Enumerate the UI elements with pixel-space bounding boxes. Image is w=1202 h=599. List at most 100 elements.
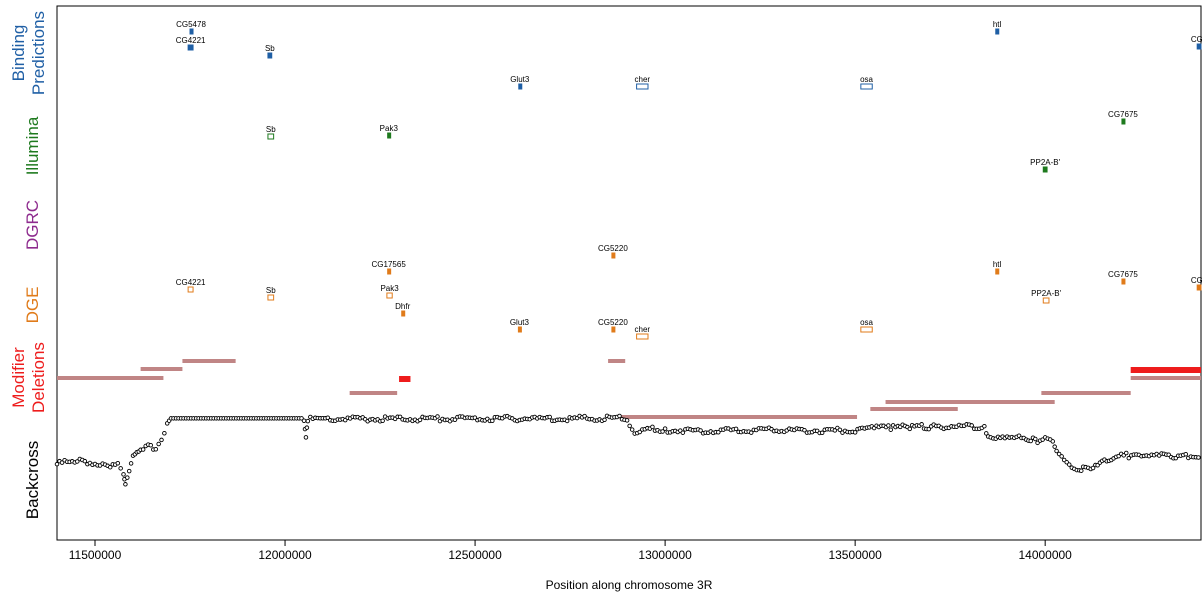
gene-mark bbox=[387, 132, 392, 139]
backcross-point bbox=[153, 446, 159, 452]
gene-mark bbox=[189, 28, 194, 35]
gene-label: cher bbox=[635, 75, 651, 84]
gene-label: CG17565 bbox=[372, 260, 407, 269]
gene-label: osa bbox=[860, 75, 873, 84]
backcross-point bbox=[802, 427, 807, 433]
gene-label: CG5220 bbox=[598, 244, 628, 253]
backcross-point bbox=[662, 426, 668, 431]
gene-mark bbox=[386, 292, 393, 299]
gene-label: Glut3 bbox=[510, 318, 530, 327]
gene-label: CG7675 bbox=[1108, 110, 1138, 119]
x-tick-label: 12500000 bbox=[448, 548, 502, 562]
gene-label: cher bbox=[635, 325, 651, 334]
deletion-bar bbox=[182, 359, 236, 363]
gene-mark bbox=[1196, 284, 1202, 291]
backcross-point bbox=[819, 430, 825, 436]
track-label: DGRC bbox=[23, 200, 42, 250]
backcross-point bbox=[680, 430, 686, 435]
backcross-point bbox=[564, 418, 570, 424]
backcross-point bbox=[1079, 468, 1084, 473]
backcross-point bbox=[156, 441, 161, 447]
backcross-point bbox=[417, 417, 423, 423]
backcross-point bbox=[624, 418, 630, 423]
backcross-point bbox=[148, 443, 153, 448]
deletion-bar bbox=[140, 367, 183, 371]
backcross-point bbox=[1066, 462, 1072, 467]
backcross-point bbox=[1090, 465, 1096, 471]
backcross-point bbox=[716, 430, 721, 435]
backcross-point bbox=[452, 417, 458, 423]
backcross-point bbox=[733, 426, 739, 432]
backcross-point bbox=[1052, 444, 1057, 449]
gene-mark bbox=[995, 28, 1000, 35]
backcross-point bbox=[1033, 436, 1038, 442]
track-label: Backcross bbox=[23, 441, 42, 519]
modifier-deletion bbox=[399, 376, 411, 382]
backcross-point bbox=[888, 427, 894, 432]
backcross-point bbox=[1028, 438, 1033, 444]
backcross-point bbox=[852, 430, 858, 435]
backcross-point bbox=[629, 427, 635, 432]
backcross-point bbox=[969, 423, 974, 428]
gene-mark bbox=[267, 52, 273, 59]
gene-mark bbox=[860, 326, 873, 333]
gene-mark bbox=[636, 83, 649, 90]
gene-label: osa bbox=[860, 318, 873, 327]
x-axis-label: Position along chromosome 3R bbox=[546, 578, 713, 592]
backcross-point bbox=[123, 482, 128, 487]
gene-label: CG1 bbox=[1191, 35, 1202, 44]
backcross-point bbox=[121, 472, 126, 477]
backcross-point bbox=[435, 414, 440, 419]
gene-label: PP2A-B' bbox=[1031, 289, 1061, 298]
backcross-point bbox=[907, 426, 913, 432]
gene-mark bbox=[387, 268, 392, 275]
genes-layer: CG5478 CG4221 Sb Glut3 cher osa htl CG1 Sb Pak3 CG… bbox=[176, 20, 1202, 340]
gene-label: htl bbox=[993, 20, 1002, 29]
track-label: Modifier bbox=[9, 347, 28, 408]
backcross-point bbox=[54, 461, 60, 467]
track-labels: Binding Predictions Illumina DGRC DGE Modifie… bbox=[9, 11, 48, 519]
backcross-point bbox=[660, 429, 665, 434]
deletion-bar bbox=[619, 415, 858, 419]
gene-mark bbox=[611, 252, 616, 259]
modifier-deletion bbox=[1130, 367, 1201, 373]
backcross-point bbox=[1124, 450, 1129, 456]
backcross-layer bbox=[54, 413, 1201, 487]
gene-mark bbox=[995, 268, 1000, 275]
gene-mark bbox=[187, 44, 194, 51]
backcross-point bbox=[162, 430, 167, 436]
backcross-point bbox=[305, 418, 311, 424]
gene-label: Dhfr bbox=[395, 302, 410, 311]
backcross-point bbox=[698, 428, 703, 433]
backcross-point bbox=[919, 422, 924, 427]
gene-label: CG5220 bbox=[598, 318, 628, 327]
gene-mark bbox=[1121, 118, 1126, 125]
backcross-point bbox=[118, 466, 123, 471]
x-axis: 11500000 12000000 12500000 13000000 13500000… bbox=[69, 540, 1072, 562]
backcross-point bbox=[126, 468, 132, 474]
backcross-point bbox=[490, 418, 495, 423]
backcross-point bbox=[1183, 451, 1189, 457]
backcross-point bbox=[380, 418, 385, 424]
backcross-point bbox=[115, 460, 121, 466]
deletion-bar bbox=[870, 407, 958, 411]
backcross-point bbox=[125, 475, 130, 480]
backcross-point bbox=[107, 464, 113, 470]
backcross-point bbox=[82, 458, 88, 464]
gene-mark bbox=[1196, 43, 1202, 50]
gene-label: Glut3 bbox=[510, 75, 530, 84]
gene-mark bbox=[517, 326, 522, 333]
gene-label: Sb bbox=[266, 125, 276, 134]
backcross-point bbox=[837, 427, 843, 433]
backcross-point bbox=[617, 413, 622, 419]
backcross-point bbox=[325, 415, 331, 420]
gene-mark bbox=[1121, 278, 1126, 285]
backcross-point bbox=[304, 425, 310, 430]
gene-label: CG7675 bbox=[1108, 270, 1138, 279]
gene-label: Pak3 bbox=[380, 284, 399, 293]
backcross-point bbox=[627, 423, 632, 429]
backcross-point bbox=[602, 417, 607, 423]
deletion-bar bbox=[57, 376, 164, 380]
gene-mark bbox=[860, 83, 873, 90]
